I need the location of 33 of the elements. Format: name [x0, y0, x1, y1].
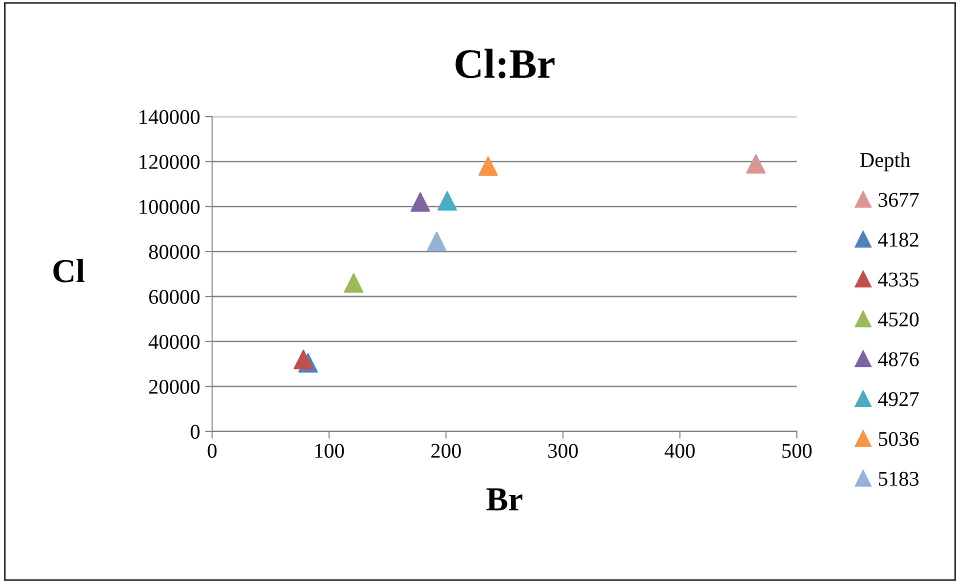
- y-tick-label: 0: [190, 424, 200, 439]
- x-tick-label: 300: [548, 444, 578, 458]
- legend-label: 5036: [878, 432, 919, 446]
- point: [344, 273, 364, 293]
- y-tick-label: 120000: [140, 154, 200, 170]
- point: [410, 192, 430, 212]
- x-tick-label: 0: [208, 444, 217, 458]
- y-tick-label: 100000: [140, 200, 200, 214]
- x-tick-label: 200: [431, 444, 461, 458]
- point: [478, 156, 498, 176]
- y-tick-label: 60000: [149, 290, 200, 304]
- point: [746, 154, 766, 174]
- y-axis-title: Cl: [53, 258, 85, 282]
- y-tick-label: 80000: [149, 244, 200, 259]
- legend-label: 4182: [878, 232, 918, 247]
- point: [437, 191, 457, 211]
- legend-label: 3677: [878, 192, 919, 207]
- x-tick-label: 400: [664, 444, 695, 458]
- x-axis-title: Br: [486, 488, 522, 510]
- x-tick-label: 500: [782, 444, 812, 458]
- legend-label: 4335: [878, 272, 919, 287]
- x-tick-label: 100: [315, 444, 344, 458]
- legend-label: 4876: [878, 352, 919, 366]
- point: [426, 232, 446, 252]
- y-tick-label: 40000: [148, 334, 200, 349]
- y-tick-label: 140000: [140, 110, 200, 124]
- chart-title: Cl:Br: [456, 48, 554, 78]
- point: [294, 350, 314, 370]
- legend-label: 5183: [878, 472, 919, 486]
- legend-label: 4520: [878, 312, 919, 326]
- y-tick-label: 20000: [149, 380, 200, 394]
- legend-label: 4927: [878, 392, 919, 406]
- legend-title: Depth: [860, 152, 910, 172]
